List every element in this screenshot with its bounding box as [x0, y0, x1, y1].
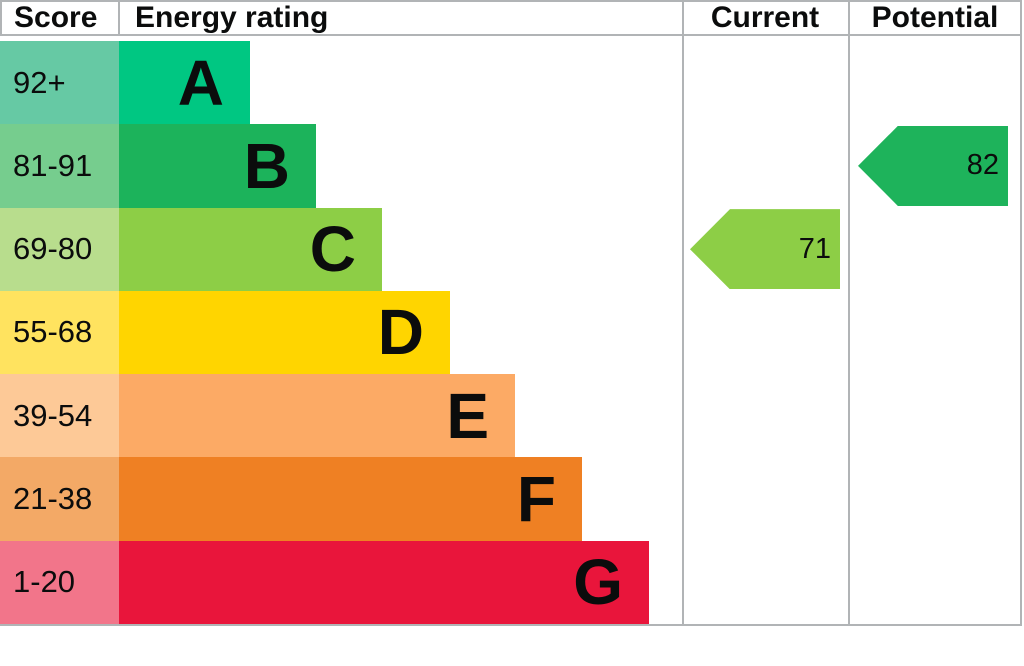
potential-column-divider-line [848, 0, 850, 626]
score-range-label: 39-54 [0, 374, 119, 458]
energy-band-bar-g: G [119, 540, 649, 624]
current-rating-value: 71 [798, 232, 831, 265]
band-row-g: 1-20 G [0, 540, 1024, 624]
energy-band-bar-a: A [119, 41, 250, 125]
energy-band-rows: 92+ A 81-91 B 69-80 C 55-68 D 39-54 E 21-38 F 1-20 G [0, 41, 1024, 624]
band-letter: C [309, 213, 356, 286]
column-header-score: Score [14, 1, 98, 34]
potential-rating-arrow: 82 [858, 125, 1008, 207]
score-range-label: 81-91 [0, 124, 119, 208]
score-range-label: 1-20 [0, 540, 119, 624]
band-letter: E [446, 379, 489, 452]
current-column-divider-line [682, 0, 684, 626]
energy-band-bar-c: C [119, 207, 382, 291]
band-letter: D [377, 296, 424, 369]
band-row-b: 81-91 B [0, 124, 1024, 208]
band-row-a: 92+ A [0, 41, 1024, 125]
right-border-line [1020, 0, 1022, 626]
potential-rating-value: 82 [966, 149, 999, 182]
energy-band-bar-d: D [119, 290, 450, 375]
score-column-divider-line [118, 0, 120, 36]
band-row-c: 69-80 C [0, 207, 1024, 291]
bottom-border-line [0, 624, 1022, 626]
header-left-border-line [0, 0, 2, 36]
column-header-potential: Potential [871, 1, 999, 34]
score-range-label: 69-80 [0, 207, 119, 291]
band-letter: B [243, 129, 290, 202]
score-range-label: 55-68 [0, 290, 119, 375]
band-letter: G [573, 546, 623, 619]
header-top-border-line [0, 0, 1022, 2]
band-letter: A [177, 46, 224, 119]
column-header-energy-rating: Energy rating [135, 1, 329, 34]
header-bottom-border-line [0, 34, 1022, 36]
energy-band-bar-f: F [119, 457, 582, 541]
band-row-e: 39-54 E [0, 374, 1024, 458]
column-header-current: Current [710, 1, 820, 34]
band-row-f: 21-38 F [0, 457, 1024, 541]
score-range-label: 92+ [0, 41, 119, 125]
score-range-label: 21-38 [0, 457, 119, 541]
energy-band-bar-b: B [119, 124, 316, 208]
band-row-d: 55-68 D [0, 290, 1024, 375]
energy-band-bar-e: E [119, 374, 515, 458]
band-letter: F [516, 463, 556, 536]
